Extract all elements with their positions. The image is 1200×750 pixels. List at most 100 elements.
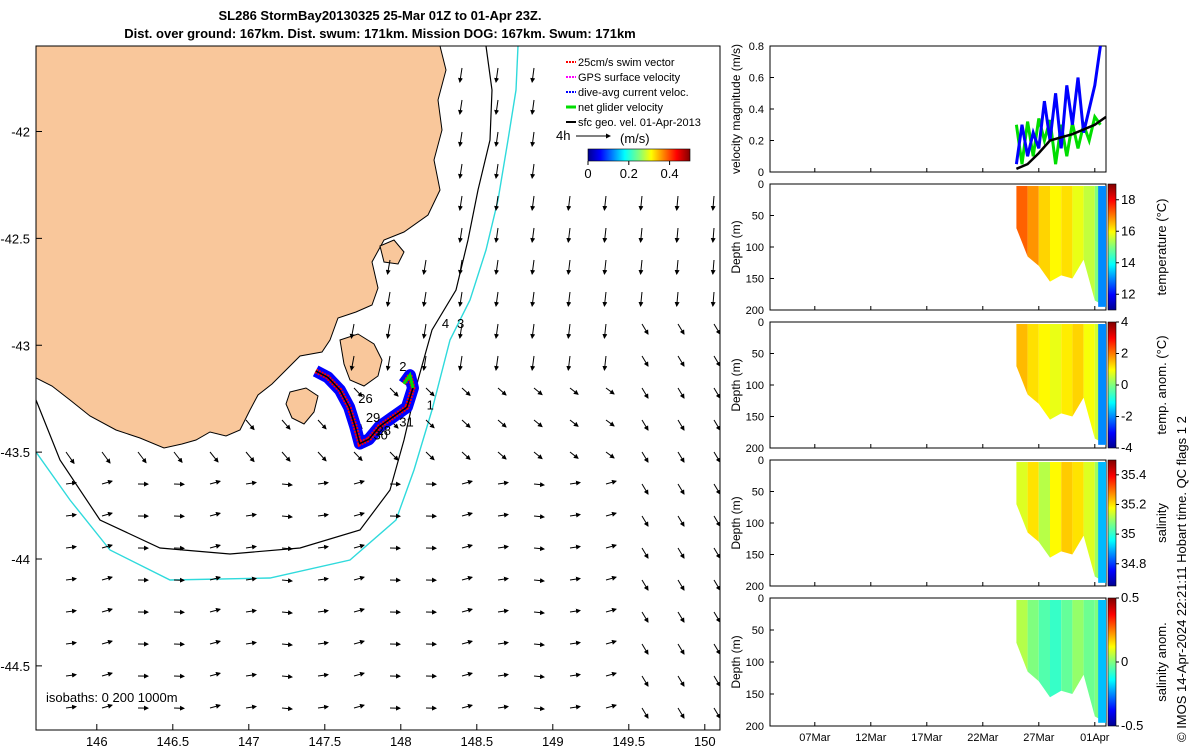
- current-arrow: [317, 451, 327, 462]
- colorbar-tick-label: 0.5: [1121, 590, 1139, 605]
- current-arrow: [677, 515, 685, 527]
- current-arrow: [566, 195, 572, 211]
- current-arrow: [317, 480, 329, 486]
- panel-y-tick-label: 50: [752, 211, 764, 223]
- current-arrow: [101, 671, 113, 677]
- current-arrow: [497, 544, 509, 550]
- current-arrow: [530, 227, 536, 243]
- current-arrow: [209, 575, 221, 581]
- current-arrow: [530, 323, 536, 339]
- current-arrow: [674, 195, 680, 211]
- map-colorbar: [587, 148, 691, 162]
- current-arrow: [245, 672, 257, 678]
- current-arrow: [497, 640, 509, 646]
- current-arrow: [710, 291, 716, 307]
- current-arrow: [602, 259, 608, 275]
- current-arrow: [605, 671, 617, 677]
- current-arrow: [245, 608, 257, 614]
- current-arrow: [677, 579, 685, 591]
- current-arrow: [530, 355, 536, 371]
- current-arrow: [101, 575, 113, 581]
- current-arrow: [385, 259, 391, 275]
- current-arrow: [497, 672, 509, 678]
- profile-curtain-cell: [1027, 600, 1039, 682]
- current-arrow: [713, 675, 720, 687]
- current-vector-field: [65, 67, 720, 719]
- current-arrow: [457, 131, 463, 147]
- map-y-tick-label: -43: [11, 338, 30, 353]
- map-x-tick-label: 146.5: [157, 734, 190, 749]
- current-arrow: [65, 512, 77, 518]
- current-arrow: [421, 291, 427, 307]
- profile-curtain-cell: [1083, 462, 1095, 577]
- profile-curtain-cell: [1072, 324, 1084, 417]
- current-arrow: [713, 707, 720, 719]
- panel-colorbar: [1107, 459, 1117, 587]
- current-arrow: [421, 259, 427, 275]
- current-arrow: [65, 640, 77, 646]
- panel-y-tick-label: 0.4: [749, 104, 764, 116]
- current-arrow: [457, 291, 463, 307]
- current-arrow: [281, 514, 293, 520]
- current-arrow: [385, 355, 391, 371]
- current-arrow: [457, 195, 463, 211]
- current-arrow: [533, 482, 545, 488]
- current-arrow: [494, 99, 500, 115]
- day-label: 2: [399, 359, 406, 374]
- current-arrow: [65, 608, 77, 614]
- current-arrow: [65, 576, 77, 582]
- current-arrow: [677, 387, 685, 399]
- profile-curtain-deep: [1098, 186, 1106, 307]
- current-arrow: [569, 480, 581, 486]
- current-arrow: [245, 640, 257, 646]
- time-series-panels: 0 0.2 0.4 0.6 0.8 velocity magnitude (m/s) 0 50…: [729, 41, 1169, 744]
- current-arrow: [209, 511, 221, 517]
- current-arrow: [461, 479, 473, 485]
- current-arrow: [385, 291, 391, 307]
- time-tick-label: 27Mar: [1023, 732, 1055, 744]
- time-tick-label: 07Mar: [799, 732, 831, 744]
- current-arrow: [641, 643, 649, 655]
- current-arrow: [317, 544, 329, 550]
- map-x-tick-label: 150: [694, 734, 716, 749]
- current-arrow: [209, 639, 221, 645]
- current-arrow: [457, 163, 463, 179]
- current-arrow: [245, 544, 257, 550]
- current-arrow: [605, 387, 615, 395]
- current-arrow: [353, 451, 363, 462]
- current-arrow: [209, 451, 219, 463]
- current-arrow: [65, 544, 77, 550]
- profile-curtain-cell: [1027, 186, 1039, 266]
- current-arrow: [457, 323, 463, 339]
- panel-y-tick-label: 0: [758, 179, 764, 191]
- current-arrow: [245, 451, 255, 463]
- current-arrow: [101, 703, 113, 709]
- current-arrow: [566, 355, 572, 371]
- profile-curtain-cell: [1016, 462, 1028, 533]
- current-arrow: [674, 291, 680, 307]
- current-arrow: [713, 547, 720, 559]
- current-arrow: [569, 544, 581, 550]
- panel-y-tick-label: 0.6: [749, 73, 764, 85]
- panel-1: 0 0.2 0.4 0.6 0.8 velocity magnitude (m/s): [729, 41, 1107, 179]
- current-arrow: [533, 642, 545, 648]
- current-arrow: [566, 291, 572, 307]
- current-arrow: [457, 227, 463, 243]
- current-arrow: [353, 543, 365, 549]
- map-y-tick-label: -44: [11, 552, 30, 567]
- current-arrow: [713, 355, 720, 367]
- current-arrow: [101, 543, 113, 549]
- imos-copyright-note: © IMOS 14-Apr-2024 22:21:11 Hobart time.…: [1174, 416, 1189, 742]
- glider-track: [312, 365, 419, 450]
- colorbar-tick-label: 12: [1121, 286, 1135, 301]
- panel-y-tick-label: 150: [746, 689, 764, 701]
- profile-curtain-deep: [1098, 462, 1106, 583]
- day-label: 29: [366, 410, 380, 425]
- current-arrow: [494, 323, 500, 339]
- current-arrow: [533, 387, 543, 396]
- current-arrow: [461, 639, 473, 645]
- current-arrow: [281, 674, 293, 680]
- current-arrow: [641, 707, 649, 719]
- current-arrow: [566, 323, 572, 339]
